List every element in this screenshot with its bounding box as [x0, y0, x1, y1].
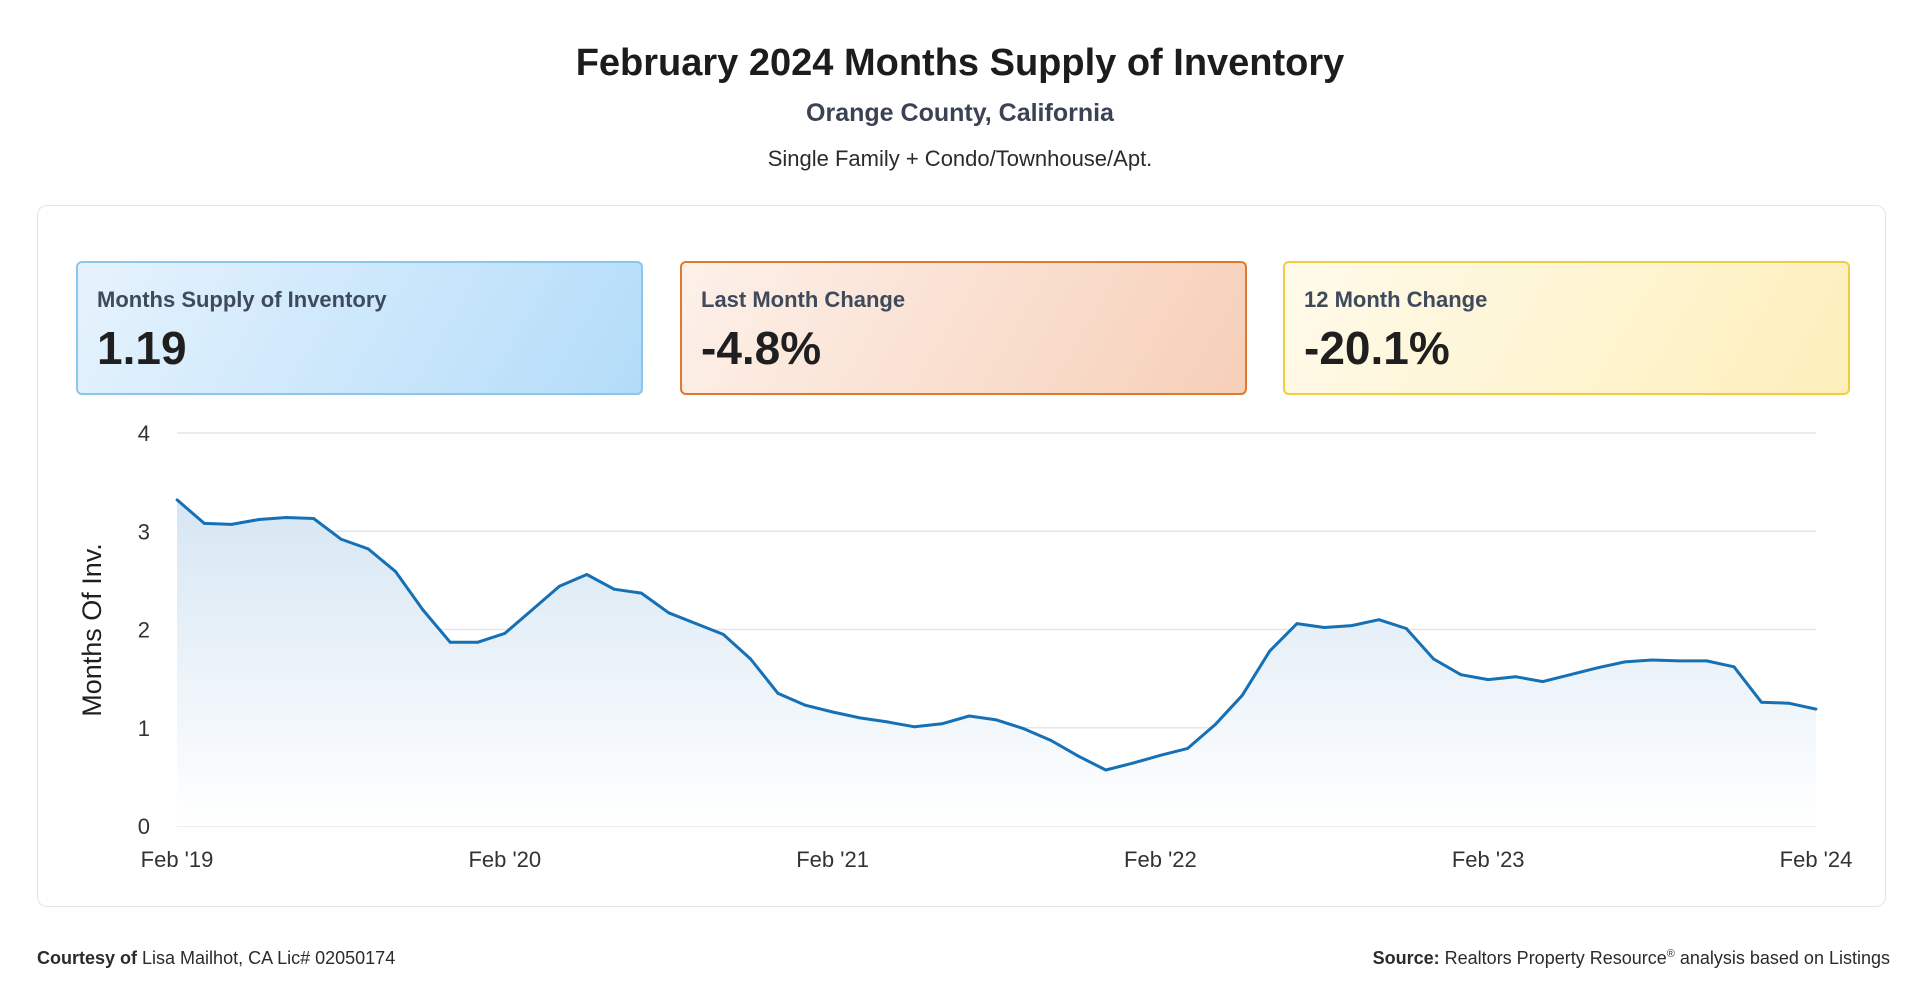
data-point [339, 537, 343, 541]
data-point [1732, 665, 1736, 669]
data-point [448, 640, 452, 644]
x-tick-label: Feb '22 [1124, 847, 1197, 872]
y-axis-label: Months Of Inv. [77, 543, 107, 717]
data-point [1213, 723, 1217, 727]
data-point [1814, 707, 1818, 711]
y-tick-label: 3 [138, 519, 150, 544]
data-point [1049, 739, 1053, 742]
data-point [1322, 626, 1326, 629]
courtesy-text: Lisa Mailhot, CA Lic# 02050174 [142, 948, 396, 968]
data-point [1787, 701, 1791, 705]
card-value: -4.8% [701, 322, 822, 374]
page-title: February 2024 Months Supply of Inventory [575, 42, 1345, 84]
x-tick-label: Feb '23 [1452, 847, 1525, 872]
months-supply-card: Months Supply of Inventory 1.19 [76, 261, 643, 395]
data-point [1650, 658, 1654, 662]
x-tick-label: Feb '21 [796, 847, 869, 872]
data-point [940, 722, 944, 726]
data-point [1678, 659, 1681, 663]
data-point [558, 584, 561, 588]
data-point [1514, 675, 1517, 679]
x-axis-ticks: Feb '19 Feb '20 Feb '21 Feb '22 Feb '23 Feb '… [141, 847, 1853, 872]
data-point [1459, 673, 1463, 677]
y-tick-label: 1 [138, 716, 150, 741]
data-point [202, 522, 206, 525]
courtesy-label: Courtesy of [37, 948, 138, 968]
data-point [1568, 673, 1572, 677]
data-point [284, 516, 288, 519]
data-point [995, 718, 998, 722]
data-point [749, 657, 752, 661]
data-point [1432, 657, 1435, 661]
data-points [175, 498, 1818, 772]
data-point [1104, 768, 1108, 772]
data-point [694, 622, 698, 625]
y-tick-label: 2 [138, 618, 150, 643]
data-point [1268, 649, 1272, 653]
data-point [721, 633, 725, 636]
page-subtitle: Orange County, California [806, 99, 1114, 127]
source-label: Source: [1372, 948, 1440, 968]
data-point [1596, 666, 1599, 670]
data-point [1377, 618, 1381, 622]
data-point [667, 611, 671, 615]
data-point [1022, 727, 1026, 731]
data-point [1541, 680, 1545, 683]
data-point [967, 714, 971, 718]
series-area-fill [177, 499, 1816, 826]
source-text: Realtors Property Resource [1444, 948, 1667, 968]
data-point [831, 710, 834, 714]
data-point [776, 692, 780, 695]
data-point [230, 523, 234, 526]
card-label: Months Supply of Inventory [97, 287, 387, 312]
data-point [312, 517, 315, 520]
data-point [175, 498, 179, 502]
data-point [858, 716, 862, 720]
x-tick-label: Feb '24 [1780, 847, 1853, 872]
data-point [1295, 622, 1299, 625]
data-point [913, 725, 916, 729]
data-point [1486, 678, 1490, 681]
property-types-label: Single Family + Condo/Townhouse/Apt. [767, 146, 1153, 171]
source-note: Source: Realtors Property Resource® anal… [1373, 948, 1890, 969]
data-point [585, 573, 589, 576]
y-tick-label: 0 [138, 814, 150, 839]
source-text-suffix: analysis based on Listings [1674, 948, 1890, 968]
data-point [1760, 700, 1763, 704]
data-point [366, 547, 370, 551]
data-point [530, 608, 534, 612]
registered-mark: ® [1666, 948, 1675, 960]
data-point [394, 570, 397, 573]
data-point [476, 640, 479, 644]
y-tick-label: 4 [138, 421, 150, 446]
data-point [1404, 627, 1408, 630]
data-point [1159, 753, 1162, 757]
data-point [1705, 659, 1709, 663]
data-point [1240, 693, 1244, 697]
data-point [885, 720, 889, 724]
data-point [503, 632, 507, 635]
y-axis-ticks: 0 1 2 3 4 [138, 421, 150, 839]
data-point [640, 591, 643, 595]
x-tick-label: Feb '20 [468, 847, 541, 872]
card-label: Last Month Change [701, 287, 906, 312]
data-point [803, 703, 807, 707]
x-tick-label: Feb '19 [141, 847, 214, 872]
card-value: -20.1% [1304, 322, 1450, 374]
card-value: 1.19 [97, 322, 187, 374]
data-point [1077, 754, 1080, 758]
data-point [1186, 747, 1190, 750]
data-point [257, 518, 261, 521]
courtesy-note: Courtesy of Lisa Mailhot, CA Lic# 020501… [37, 948, 395, 969]
data-point [612, 587, 616, 591]
data-point [1131, 761, 1135, 765]
twelve-month-change-card: 12 Month Change -20.1% [1283, 261, 1850, 395]
data-point [421, 608, 425, 612]
last-month-change-card: Last Month Change -4.8% [680, 261, 1247, 395]
data-point [1350, 624, 1353, 627]
card-label: 12 Month Change [1304, 287, 1488, 312]
data-point [1623, 660, 1627, 664]
